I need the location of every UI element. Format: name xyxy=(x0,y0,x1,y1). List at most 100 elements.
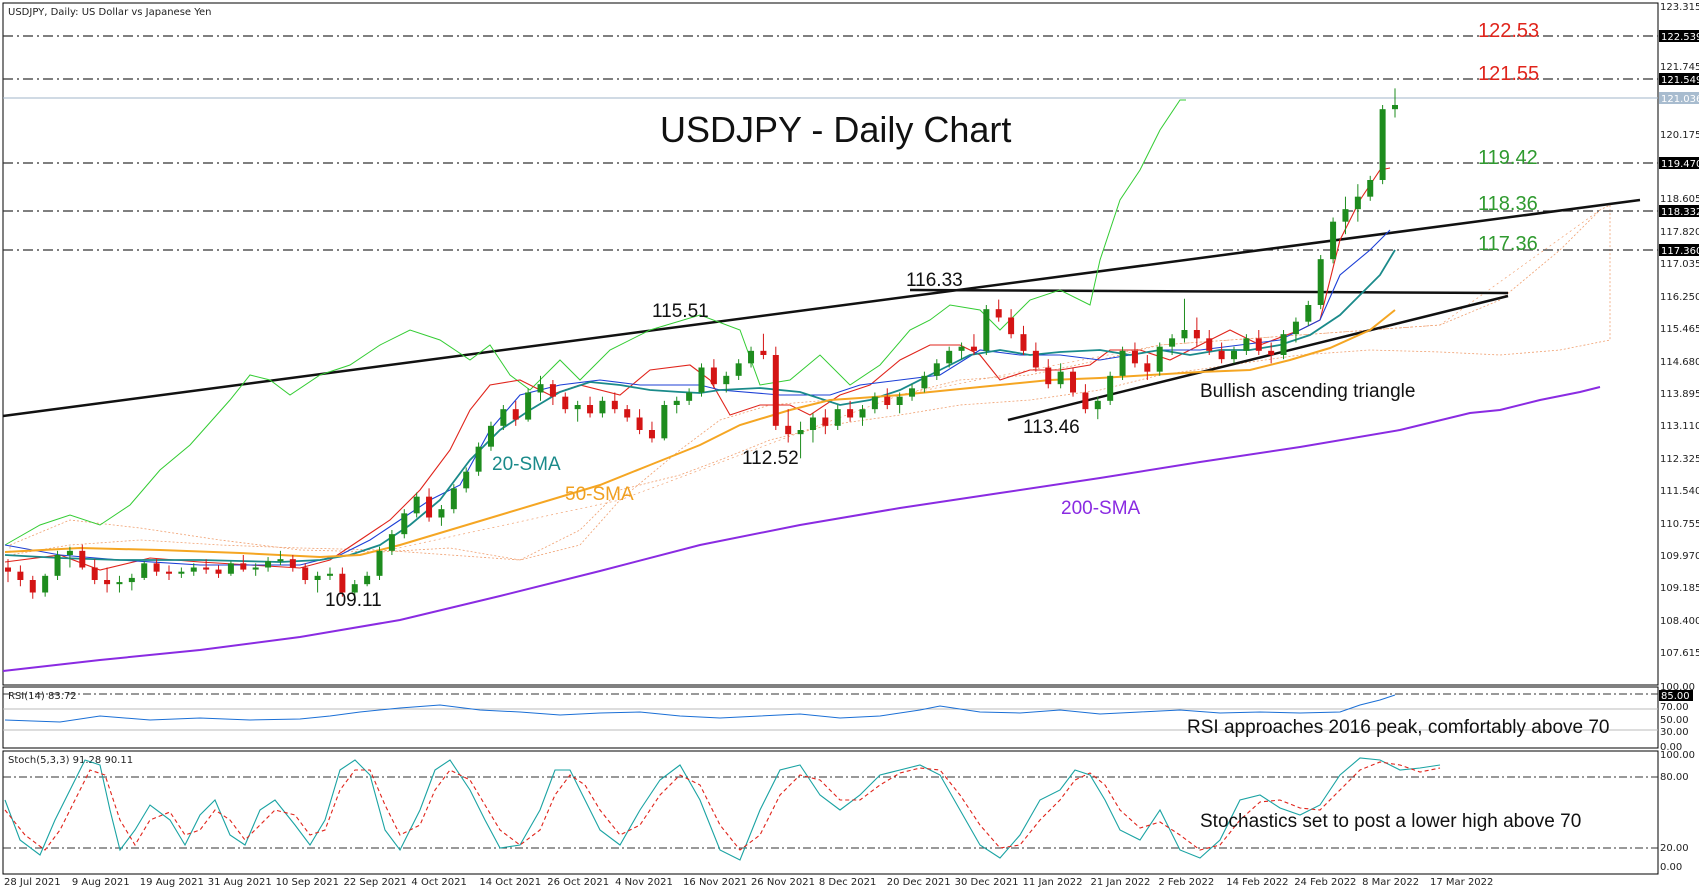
candle-body xyxy=(1057,371,1064,385)
date-tick: 8 Mar 2022 xyxy=(1362,877,1419,888)
candle-body xyxy=(351,584,358,593)
date-tick: 16 Nov 2021 xyxy=(683,877,747,888)
candle-body xyxy=(413,496,420,514)
stoch-tick: 100.00 xyxy=(1660,750,1695,761)
candle-body xyxy=(66,550,73,555)
stoch-d-line xyxy=(4,761,1441,851)
candle-body xyxy=(1169,338,1176,347)
price-tag-118: 118.332 xyxy=(1661,207,1699,218)
date-tick: 14 Feb 2022 xyxy=(1226,877,1288,888)
price-tick: 108.400 xyxy=(1660,616,1699,627)
candle-body xyxy=(809,417,816,430)
date-tick: 20 Dec 2021 xyxy=(887,877,951,888)
level-label-121: 121.55 xyxy=(1478,63,1539,85)
candle-body xyxy=(326,573,333,576)
candle-body xyxy=(1231,350,1238,360)
candle-body xyxy=(401,513,408,535)
candle-body xyxy=(178,571,185,574)
candle-body xyxy=(227,563,234,574)
price-tick: 110.755 xyxy=(1660,519,1699,530)
candle-body xyxy=(723,375,730,385)
candle-body xyxy=(252,567,259,570)
date-tick: 22 Sep 2021 xyxy=(344,877,407,888)
sma20-label: 20-SMA xyxy=(492,454,561,475)
main-panel: USDJPY, Daily: US Dollar vs Japanese Yen… xyxy=(2,2,1659,686)
annotation-low-sep: 109.11 xyxy=(325,590,382,611)
price-tick: 121.745 xyxy=(1660,62,1699,73)
price-tick: 117.820 xyxy=(1660,227,1699,238)
candle-body xyxy=(1131,350,1138,364)
date-tick: 8 Dec 2021 xyxy=(819,877,877,888)
chart-title: USDJPY - Daily Chart xyxy=(660,109,1011,150)
candle-body xyxy=(54,555,61,576)
price-tick: 109.185 xyxy=(1660,583,1699,594)
candle-body xyxy=(537,384,544,393)
candle-body xyxy=(79,550,86,568)
date-tick: 26 Nov 2021 xyxy=(751,877,815,888)
candle-body xyxy=(1181,330,1188,339)
candle-body xyxy=(525,392,532,420)
candle-body xyxy=(29,580,36,593)
triangle-resistance xyxy=(909,288,1509,295)
date-tick: 4 Oct 2021 xyxy=(411,877,466,888)
price-tick: 116.250 xyxy=(1660,292,1699,303)
date-tick: 31 Aug 2021 xyxy=(208,877,272,888)
level-label-118: 118.36 xyxy=(1478,193,1538,215)
candle-body xyxy=(203,567,210,570)
candle-body xyxy=(265,561,272,568)
price-tag-121: 121.549 xyxy=(1661,75,1699,86)
candle-body xyxy=(1156,346,1163,372)
candle-body xyxy=(611,400,618,410)
candle-body xyxy=(636,417,643,430)
candle-body xyxy=(673,400,680,405)
level-label-122: 122.53 xyxy=(1478,20,1539,42)
annotation-low-jan: 113.46 xyxy=(1023,417,1080,438)
rsi-panel: RSI(14) 83.72 100.00 85.00 70.00 50.00 3… xyxy=(2,682,1695,753)
price-tick: 114.680 xyxy=(1660,357,1699,368)
candle-body xyxy=(1094,400,1101,410)
candle-body xyxy=(624,409,631,418)
price-axis: 123.315 121.745 120.175 118.605 117.820 … xyxy=(1659,2,1699,659)
sma20-line xyxy=(4,249,1396,563)
rsi-tick: 70.00 xyxy=(1660,702,1689,713)
annotation-low-nov: 112.52 xyxy=(742,448,799,469)
candle-body xyxy=(834,409,841,426)
price-tag-122: 122.539 xyxy=(1661,32,1699,43)
candle-body xyxy=(1342,209,1349,222)
upper-trendline xyxy=(2,198,1641,418)
date-tick: 2 Feb 2022 xyxy=(1158,877,1214,888)
candle-body xyxy=(884,396,891,405)
candle-body xyxy=(822,417,829,426)
price-tag-117: 117.360 xyxy=(1661,246,1699,257)
candle-body xyxy=(450,488,457,510)
candle-body xyxy=(710,367,717,385)
candle-body xyxy=(958,346,965,351)
trendlines xyxy=(2,198,1641,422)
candle-body xyxy=(91,567,98,580)
candle-body xyxy=(314,575,321,580)
triangle-support xyxy=(1007,294,1509,422)
stoch-panel: Stoch(5,3,3) 91.28 90.11 100.00 80.00 20… xyxy=(2,750,1695,875)
rsi-note: RSI approaches 2016 peak, comfortably ab… xyxy=(1187,717,1610,738)
candle-body xyxy=(1243,338,1250,351)
candle-body xyxy=(921,375,928,389)
candle-body xyxy=(562,396,569,410)
rsi-tag: 85.00 xyxy=(1661,691,1690,702)
candle-body xyxy=(859,409,866,418)
annotation-high-nov: 115.51 xyxy=(652,301,709,322)
kijun-line xyxy=(4,229,1391,566)
level-label-119: 119.42 xyxy=(1478,147,1538,169)
candle-body xyxy=(190,567,197,572)
stoch-note: Stochastics set to post a lower high abo… xyxy=(1200,811,1581,832)
candle-body xyxy=(587,405,594,414)
candle-body xyxy=(487,425,494,447)
date-tick: 11 Jan 2022 xyxy=(1023,877,1083,888)
sma200-label: 200-SMA xyxy=(1061,498,1141,519)
price-tick: 113.895 xyxy=(1660,389,1699,400)
annotation-high-dec: 116.33 xyxy=(906,270,963,291)
sma50-line xyxy=(4,309,1396,559)
rsi-line xyxy=(4,694,1396,723)
candle-body xyxy=(364,575,371,585)
candle-body xyxy=(240,563,247,570)
price-tag-current: 121.036 xyxy=(1661,94,1699,105)
